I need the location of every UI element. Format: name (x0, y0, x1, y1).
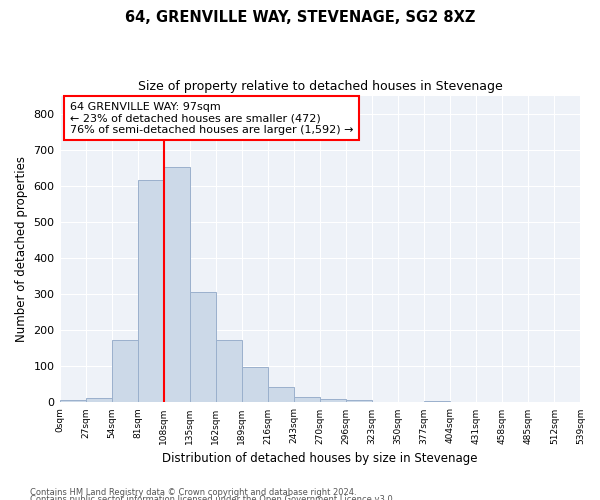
Text: Contains public sector information licensed under the Open Government Licence v3: Contains public sector information licen… (30, 496, 395, 500)
Bar (86, 398, 112, 402)
Text: Contains HM Land Registry data © Crown copyright and database right 2024.: Contains HM Land Registry data © Crown c… (30, 488, 356, 497)
Text: 64 GRENVILLE WAY: 97sqm
← 23% of detached houses are smaller (472)
76% of semi-d: 64 GRENVILLE WAY: 97sqm ← 23% of detache… (70, 102, 353, 135)
Bar (137, 180, 164, 402)
Bar (190, 292, 216, 403)
Bar (346, 400, 372, 402)
Title: Size of property relative to detached houses in Stevenage: Size of property relative to detached ho… (137, 80, 502, 93)
Bar (268, 387, 294, 402)
Bar (294, 397, 320, 402)
Bar (242, 368, 268, 402)
Bar (164, 167, 190, 402)
Bar (216, 340, 242, 402)
X-axis label: Distribution of detached houses by size in Stevenage: Distribution of detached houses by size … (162, 452, 478, 465)
Bar (59, 400, 86, 402)
Bar (320, 399, 346, 402)
Y-axis label: Number of detached properties: Number of detached properties (15, 156, 28, 342)
Bar (424, 400, 450, 402)
Bar (112, 340, 137, 402)
Text: 64, GRENVILLE WAY, STEVENAGE, SG2 8XZ: 64, GRENVILLE WAY, STEVENAGE, SG2 8XZ (125, 10, 475, 25)
